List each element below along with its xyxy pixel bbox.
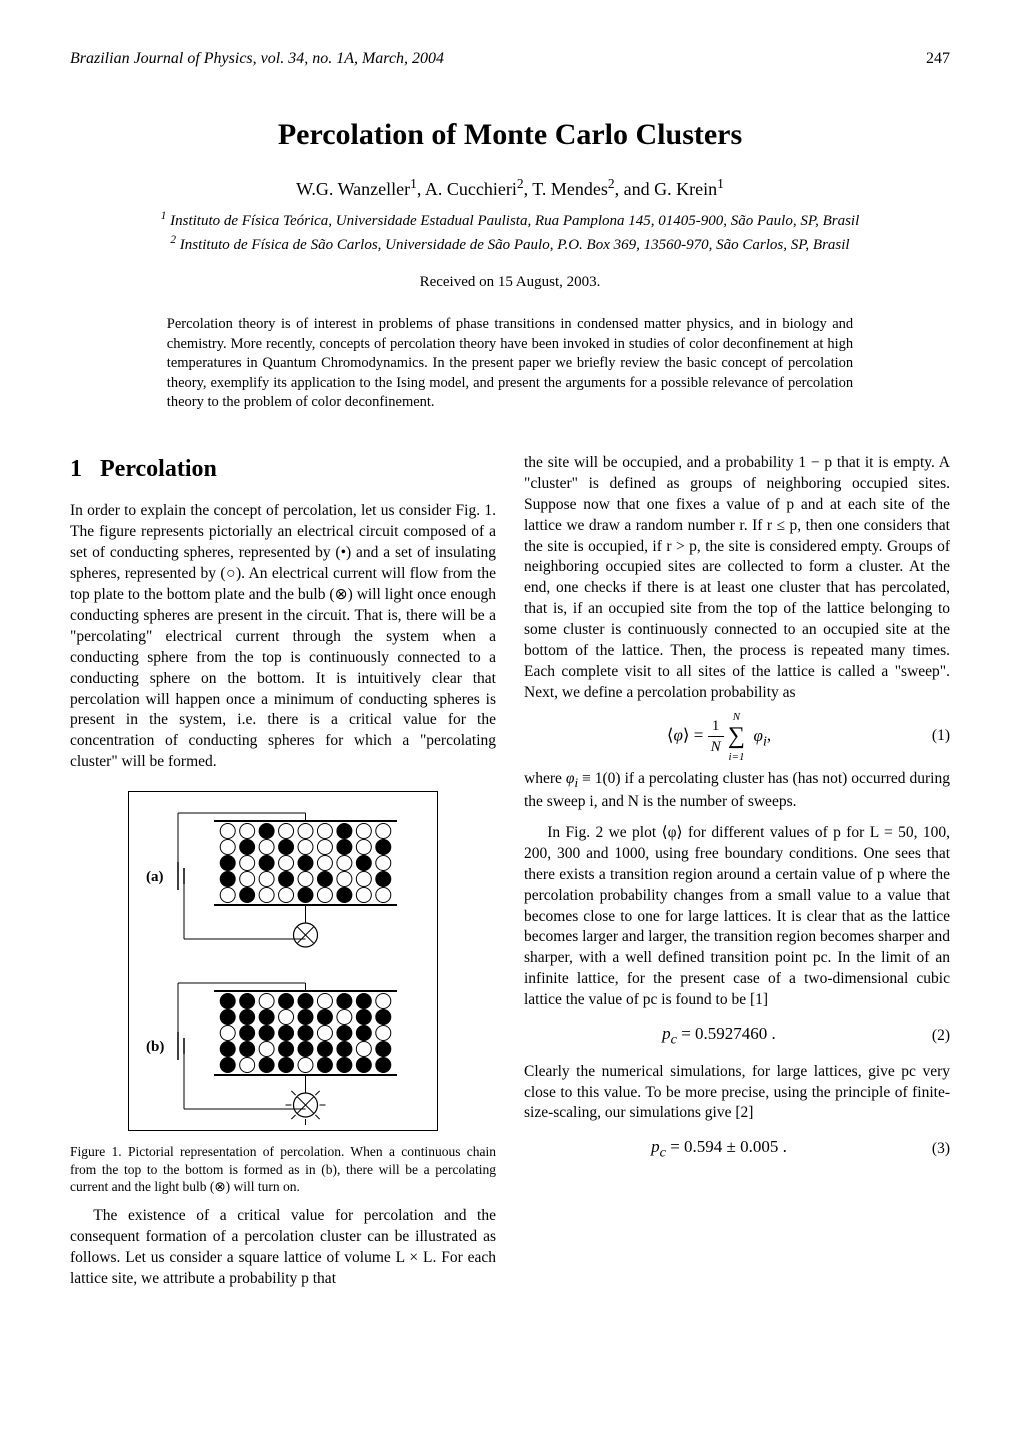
equation-body: pc = 0.594 ± 0.005 . xyxy=(524,1136,914,1163)
received-date: Received on 15 August, 2003. xyxy=(70,274,950,291)
paragraph: In order to explain the concept of perco… xyxy=(70,501,496,773)
equation-body: pc = 0.5927460 . xyxy=(524,1023,914,1050)
paragraph-text: where xyxy=(524,770,566,787)
left-column: 1 Percolation In order to explain the co… xyxy=(70,453,496,1300)
running-head: Brazilian Journal of Physics, vol. 34, n… xyxy=(70,50,950,68)
section-title: Percolation xyxy=(100,456,217,482)
two-column-body: 1 Percolation In order to explain the co… xyxy=(70,453,950,1300)
equation-number: (2) xyxy=(914,1026,950,1047)
figure-1: (a) (b) xyxy=(70,791,496,1131)
paragraph-text: if a percolating cluster has (has not) o… xyxy=(524,770,950,810)
affiliation: 2 Instituto de Física de São Carlos, Uni… xyxy=(70,234,950,254)
figure-1-svg: (a) (b) xyxy=(128,791,438,1131)
paragraph: Clearly the numerical simulations, for l… xyxy=(524,1062,950,1125)
equation-1: ⟨φ⟩ = 1N ∑Ni=1 φi, (1) xyxy=(524,716,950,758)
equation-number: (1) xyxy=(914,726,950,747)
svg-text:(a): (a) xyxy=(146,869,164,885)
figure-1-caption: Figure 1. Pictorial representation of pe… xyxy=(70,1143,496,1196)
paragraph-text: The existence of a critical value for pe… xyxy=(70,1207,496,1287)
equation-body: ⟨φ⟩ = 1N ∑Ni=1 φi, xyxy=(524,716,914,758)
svg-text:(b): (b) xyxy=(146,1039,164,1055)
paragraph: the site will be occupied, and a probabi… xyxy=(524,453,950,704)
affiliation: 1 Instituto de Física Teórica, Universid… xyxy=(70,210,950,230)
equation-number: (3) xyxy=(914,1139,950,1160)
paragraph: where φi ≡ 1(0) if a percolating cluster… xyxy=(524,769,950,812)
section-heading: 1 Percolation xyxy=(70,453,496,485)
right-column: the site will be occupied, and a probabi… xyxy=(524,453,950,1300)
paper-title: Percolation of Monte Carlo Clusters xyxy=(70,118,950,152)
section-number: 1 xyxy=(70,456,82,482)
paragraph: The existence of a critical value for pe… xyxy=(70,1206,496,1290)
affiliations: 1 Instituto de Física Teórica, Universid… xyxy=(70,210,950,254)
authors: W.G. Wanzeller1, A. Cucchieri2, T. Mende… xyxy=(70,176,950,200)
running-head-left: Brazilian Journal of Physics, vol. 34, n… xyxy=(70,50,444,68)
equation-2: pc = 0.5927460 . (2) xyxy=(524,1023,950,1050)
equation-3: pc = 0.594 ± 0.005 . (3) xyxy=(524,1136,950,1163)
abstract: Percolation theory is of interest in pro… xyxy=(167,315,853,413)
paragraph: In Fig. 2 we plot ⟨φ⟩ for different valu… xyxy=(524,823,950,1011)
page-number: 247 xyxy=(926,50,950,68)
